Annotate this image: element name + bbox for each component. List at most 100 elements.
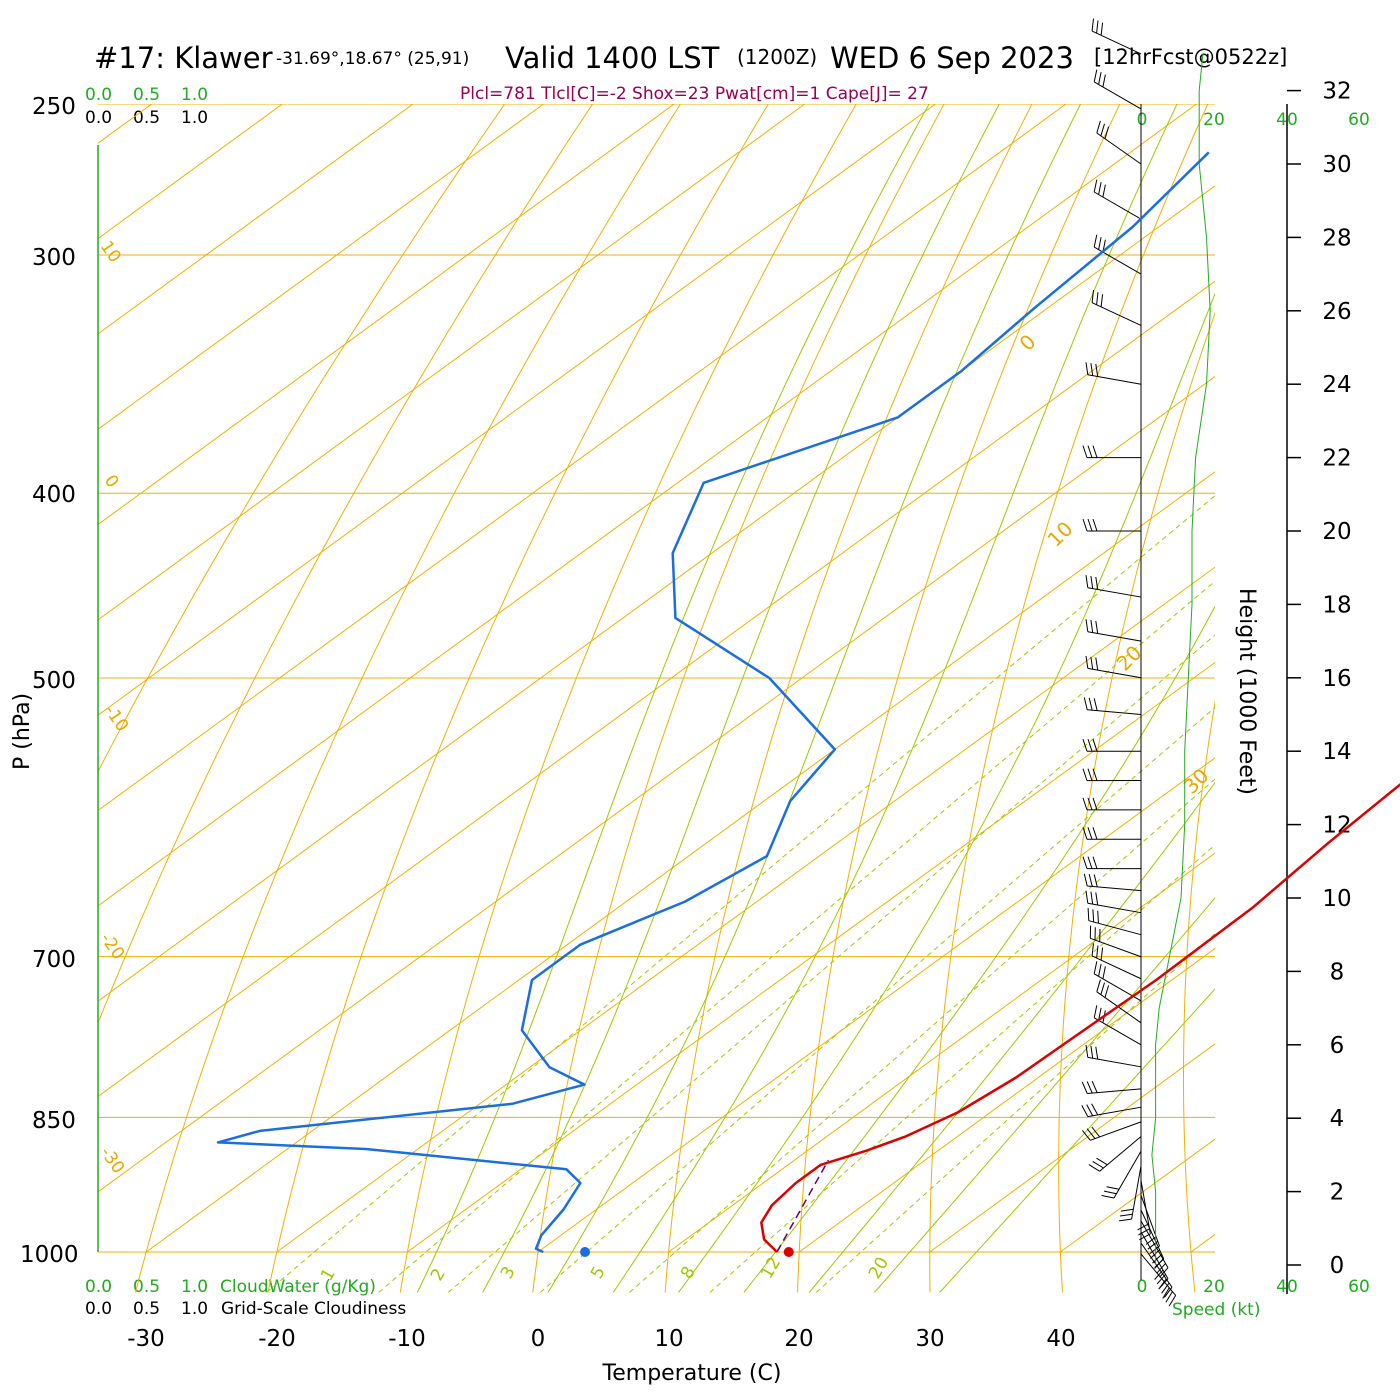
wind-barb-feather (1082, 518, 1088, 532)
wind-barb-feather (1092, 1160, 1104, 1169)
wind-barb (1085, 1044, 1142, 1068)
height-tick-label: 22 (1322, 446, 1351, 472)
wind-barb-feather (1090, 656, 1094, 670)
temperature-line (760, 783, 1400, 1253)
pressure-tick-label: 300 (32, 245, 76, 271)
wind-barb-feather (1156, 1263, 1166, 1274)
moist-adiabat (416, 104, 930, 1293)
moist-adiabat (874, 897, 1215, 1293)
wind-barb-feather (1137, 1223, 1149, 1231)
wind-barb-staff (1087, 902, 1142, 914)
wind-barb-feather (1083, 873, 1088, 887)
isotherm (98, 104, 1197, 907)
dewpoint-line (216, 151, 1210, 1254)
pressure-tick-label: 700 (32, 947, 76, 973)
wind-barb-feather (1092, 518, 1098, 532)
wind-barb-staff (1093, 191, 1142, 220)
adiabat-label: 10 (96, 237, 125, 266)
wind-barb-feather (1095, 576, 1099, 590)
wind-barb-feather (1100, 22, 1104, 36)
height-tick-label: 18 (1322, 592, 1351, 618)
height-tick-label: 4 (1330, 1106, 1345, 1132)
wind-barb-feather (1086, 1128, 1096, 1139)
wind-barb-staff (1087, 631, 1142, 642)
wind-barb-feather (1087, 797, 1093, 811)
wind-barb-feather (1103, 1190, 1117, 1195)
bottom-cloudiness-tick: 0.5 (133, 1299, 160, 1319)
wind-barb (1082, 768, 1142, 782)
wind-barb (1081, 1103, 1142, 1118)
bottom-cloudiness-scale: 0.0 0.5 1.0 Grid-Scale Cloudiness (85, 1299, 406, 1319)
pressure-tick-label: 250 (32, 94, 76, 120)
surface-temperature-dot (783, 1247, 794, 1257)
pressure-tick-label: 850 (32, 1108, 76, 1134)
speed-tick-label: 60 (1348, 110, 1370, 130)
temp-tick-label: 10 (654, 1326, 683, 1352)
wind-barb-feather (1090, 575, 1094, 589)
wind-barb-feather (1149, 1245, 1160, 1255)
wind-barb-feather (1162, 1287, 1170, 1299)
adiabat-label: -30 (96, 1143, 128, 1177)
wind-barb-feather (1097, 910, 1099, 924)
isotherm (98, 104, 544, 430)
moist-adiabat (482, 104, 1000, 1293)
wind-barb-feather (1100, 982, 1105, 995)
top-cloudiness-scale: 0.0 0.5 1.0 (85, 108, 208, 128)
wind-barb-feather (1096, 292, 1099, 305)
wind-speed-line (1151, 53, 1211, 1265)
wind-barb-feather (1091, 1080, 1098, 1093)
wind-barb-feather (1095, 620, 1099, 634)
dry-adiabat (267, 104, 769, 1293)
station-title: #17: Klawer (94, 41, 273, 75)
speed-axis-top: 0 20 40 60 (1137, 110, 1370, 130)
temperature-axis-label: Temperature (C) (602, 1361, 782, 1386)
wind-barb-feather (1092, 739, 1098, 752)
dry-adiabat (532, 104, 945, 1293)
wind-barb (1085, 890, 1142, 914)
wind-barb-feather (1082, 827, 1088, 840)
wind-barb (1096, 120, 1142, 165)
wind-barb-feather (1088, 697, 1093, 711)
speed-tick-label: 60 (1348, 1277, 1370, 1297)
utc-time: (1200Z) (737, 45, 817, 69)
dry-adiabat (664, 104, 1033, 1293)
pressure-axis-label: P (hPa) (10, 693, 35, 770)
cloudwater-label: CloudWater (g/Kg) (220, 1277, 376, 1297)
wind-barb (1085, 655, 1142, 679)
station-coords: -31.69°,18.67° (25,91) (276, 49, 469, 69)
wind-barb-staff (1087, 709, 1142, 715)
top-cloudwater-tick: 1.0 (181, 85, 208, 105)
wind-barb-staff (1093, 246, 1142, 275)
wind-barb-feather (1120, 1208, 1134, 1212)
wind-barb-staff (1087, 885, 1142, 892)
wind-barb-feather (1093, 234, 1098, 248)
mixing-ratio-label: 3 (497, 1263, 520, 1282)
wind-barb-feather (1145, 1236, 1157, 1245)
wind-barb-feather (1095, 1046, 1099, 1060)
wind-barb-feather (1082, 445, 1088, 458)
pressure-tick-label: 500 (32, 668, 76, 694)
wind-barb-feather (1091, 1126, 1101, 1138)
height-tick-label: 2 (1330, 1180, 1345, 1206)
wind-barb-feather (1100, 123, 1105, 137)
wind-barb-feather (1087, 518, 1093, 532)
wind-barb (1085, 575, 1142, 598)
wind-barb (1093, 179, 1142, 220)
wind-barb-feather (1091, 18, 1094, 32)
moist-adiabat (547, 104, 1082, 1293)
temp-tick-label: 30 (915, 1326, 944, 1352)
isotherm (98, 104, 936, 716)
wind-barb-feather (1081, 1081, 1088, 1094)
bottom-cloudwater-tick: 0.5 (133, 1277, 160, 1297)
wind-barb-feather (1092, 827, 1098, 840)
isotherm (98, 104, 675, 526)
wind-barb-feather (1098, 963, 1102, 977)
wind-barb (1082, 827, 1142, 840)
wind-barb-feather (1098, 182, 1102, 195)
dry-adiabat (1058, 311, 1215, 1293)
height-tick-label: 16 (1322, 666, 1351, 692)
wind-barb-feather (1093, 961, 1098, 974)
temperature-axis: -30 -20 -10 0 10 20 30 40 (127, 1326, 1075, 1352)
wind-barb (1083, 873, 1142, 892)
